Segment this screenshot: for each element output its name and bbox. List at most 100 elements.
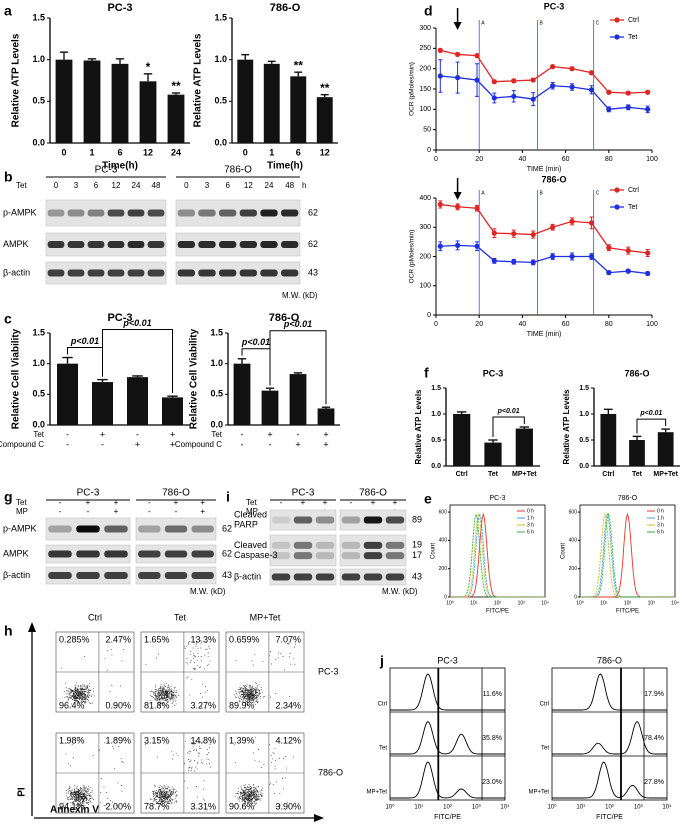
x-tick-label: 10⁰ — [576, 600, 584, 606]
event-dot — [76, 787, 78, 789]
event-dot — [121, 785, 122, 786]
event-dot — [158, 702, 160, 704]
event-dot — [256, 796, 258, 798]
event-dot — [203, 788, 204, 790]
event-dot — [246, 703, 248, 705]
event-dot — [161, 791, 163, 792]
x-axis-label: TIME (min) — [527, 166, 562, 173]
event-dot — [161, 792, 162, 794]
bar — [55, 59, 73, 143]
event-dot — [172, 697, 174, 699]
y-tick-label: 0.0 — [431, 463, 441, 470]
lane-label: + — [371, 498, 376, 507]
event-dot — [74, 701, 76, 703]
x-tick-label: 12 — [143, 147, 153, 157]
event-dot — [242, 692, 244, 694]
event-dot — [173, 754, 175, 756]
event-dot — [87, 689, 89, 691]
event-dot — [251, 696, 253, 698]
event-dot — [88, 697, 90, 699]
event-dot — [89, 801, 91, 803]
group-label: 786-O — [162, 488, 190, 499]
event-dot — [73, 691, 75, 692]
event-dot — [255, 797, 257, 799]
event-dot — [82, 785, 84, 787]
event-dot — [70, 689, 72, 691]
event-dot — [256, 793, 258, 795]
event-dot — [238, 798, 240, 800]
event-dot — [160, 703, 162, 704]
event-dot — [88, 789, 90, 791]
event-dot — [76, 696, 78, 698]
event-dot — [242, 685, 244, 687]
event-dot — [254, 640, 256, 642]
x-tick-label: 10⁰ — [547, 804, 557, 811]
event-dot — [167, 697, 169, 699]
event-dot — [198, 752, 200, 754]
data-point — [474, 243, 480, 249]
event-dot — [85, 699, 87, 701]
event-dot — [241, 689, 243, 691]
event-dot — [79, 793, 81, 794]
event-dot — [163, 790, 165, 792]
y-axis-label: Relative Cell Viability — [189, 328, 200, 429]
event-dot — [188, 643, 190, 645]
event-dot — [74, 791, 76, 793]
event-dot — [245, 798, 247, 800]
event-dot — [81, 688, 83, 690]
event-dot — [184, 740, 186, 742]
blot-band — [218, 269, 237, 277]
event-dot — [198, 755, 200, 757]
event-dot — [248, 693, 250, 695]
lane-label: - — [280, 498, 283, 507]
event-dot — [74, 785, 75, 787]
event-dot — [162, 796, 163, 798]
gate-percent: 27.8% — [644, 779, 664, 786]
event-dot — [76, 698, 78, 700]
event-dot — [122, 762, 124, 764]
blot-band — [107, 241, 125, 248]
event-dot — [245, 784, 246, 786]
event-dot — [74, 789, 75, 790]
event-dot — [253, 801, 255, 803]
event-dot — [79, 697, 81, 699]
blot-band — [107, 269, 125, 277]
event-dot — [76, 794, 78, 796]
y-tick-label: 300 — [419, 224, 431, 231]
event-dot — [75, 793, 77, 795]
blot-band — [341, 573, 361, 581]
quadrant-percent: 4.12% — [275, 735, 301, 745]
event-dot — [81, 788, 83, 790]
treatment-label: Tet — [16, 498, 27, 507]
event-dot — [251, 790, 253, 792]
event-dot — [256, 701, 258, 702]
event-dot — [88, 689, 90, 691]
event-dot — [78, 801, 80, 803]
event-dot — [76, 792, 78, 794]
event-dot — [156, 802, 158, 803]
event-dot — [158, 793, 160, 795]
treatment-label: Tet — [16, 181, 27, 190]
gate-percent: 78.4% — [644, 735, 664, 742]
event-dot — [247, 797, 249, 799]
event-dot — [190, 769, 192, 771]
event-dot — [169, 696, 171, 698]
event-dot — [239, 687, 241, 688]
event-dot — [235, 793, 237, 795]
event-dot — [88, 794, 90, 796]
event-dot — [175, 752, 177, 754]
event-dot — [241, 799, 243, 801]
event-dot — [240, 791, 242, 793]
event-dot — [162, 792, 164, 794]
event-dot — [236, 797, 238, 799]
blot-band — [341, 541, 361, 549]
event-dot — [244, 799, 246, 801]
event-dot — [173, 793, 175, 795]
event-dot — [69, 785, 71, 787]
p-value: p<0.01 — [497, 408, 520, 415]
bracket — [492, 416, 525, 437]
event-dot — [205, 642, 207, 644]
event-dot — [69, 799, 71, 801]
event-dot — [240, 793, 242, 795]
event-dot — [86, 694, 88, 696]
